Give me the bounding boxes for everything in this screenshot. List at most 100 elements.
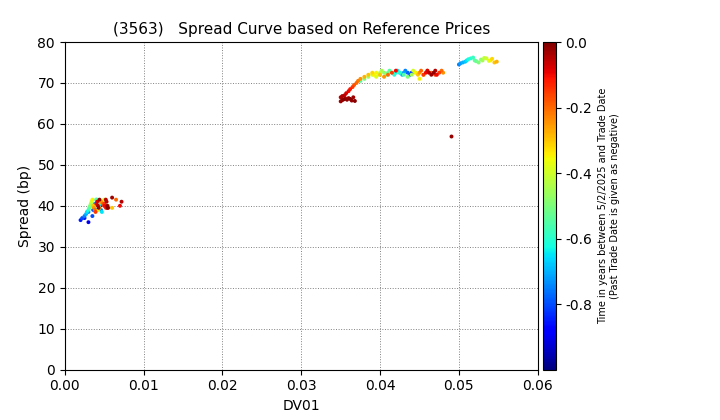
Point xyxy=(94,196,105,203)
Point xyxy=(370,74,382,80)
Point xyxy=(400,67,411,74)
Point xyxy=(359,74,370,80)
Point xyxy=(102,205,113,211)
Point xyxy=(412,71,423,78)
Point xyxy=(426,71,437,78)
Point xyxy=(336,97,348,103)
Point xyxy=(485,57,496,64)
Point xyxy=(394,69,405,76)
Point xyxy=(348,94,359,101)
Point xyxy=(428,69,439,76)
Point xyxy=(91,196,102,203)
Point xyxy=(491,58,503,65)
Point xyxy=(101,198,112,205)
Point xyxy=(392,67,403,74)
Point xyxy=(382,69,394,76)
Point xyxy=(75,217,86,223)
Point xyxy=(431,71,443,78)
Point xyxy=(467,54,479,61)
Point xyxy=(95,207,107,213)
Point xyxy=(347,84,359,90)
Y-axis label: Time in years between 5/2/2025 and Trade Date
(Past Trade Date is given as negat: Time in years between 5/2/2025 and Trade… xyxy=(598,88,620,324)
Point xyxy=(406,71,418,78)
Point xyxy=(430,71,441,78)
Point xyxy=(414,76,426,82)
Point xyxy=(373,71,384,78)
Point xyxy=(422,67,433,74)
Point xyxy=(368,71,379,78)
Point xyxy=(100,196,112,203)
Point xyxy=(438,69,449,76)
Point xyxy=(477,57,488,64)
Point xyxy=(91,207,102,213)
Point xyxy=(107,205,118,211)
Point xyxy=(486,55,498,62)
Point xyxy=(426,69,437,76)
Point xyxy=(418,71,429,78)
Point xyxy=(453,61,464,68)
Point xyxy=(81,209,93,215)
Point xyxy=(378,69,390,76)
Point xyxy=(389,71,400,78)
Point xyxy=(418,71,429,78)
Point xyxy=(430,67,441,74)
Point xyxy=(481,55,492,62)
Point xyxy=(420,69,431,76)
Point xyxy=(116,198,127,205)
Point xyxy=(83,209,94,215)
Point xyxy=(94,202,106,209)
Point xyxy=(378,74,390,80)
Point xyxy=(338,96,350,102)
Point xyxy=(339,92,351,99)
Point xyxy=(335,94,346,101)
Point xyxy=(483,58,495,64)
Point xyxy=(459,58,471,65)
Point xyxy=(92,202,104,209)
Point xyxy=(406,69,418,76)
Point xyxy=(92,207,104,213)
Point xyxy=(374,71,386,78)
Point xyxy=(362,71,374,78)
Point xyxy=(99,198,110,205)
Point xyxy=(91,200,102,207)
Point xyxy=(415,67,427,74)
Point xyxy=(402,74,413,80)
Point xyxy=(436,67,447,74)
Point xyxy=(95,198,107,205)
Point xyxy=(405,71,416,78)
Point xyxy=(97,198,109,205)
Point xyxy=(423,69,435,76)
Point xyxy=(433,69,445,76)
Point xyxy=(78,213,90,219)
Point xyxy=(384,67,395,74)
Point xyxy=(102,202,113,209)
Point xyxy=(465,55,477,62)
Point xyxy=(90,209,102,215)
Point xyxy=(100,205,112,211)
Point xyxy=(95,198,107,205)
Point xyxy=(376,67,387,74)
Point xyxy=(355,76,366,82)
Point xyxy=(410,69,421,76)
Point xyxy=(87,202,99,209)
Point xyxy=(86,196,98,203)
Point xyxy=(390,69,402,76)
Point xyxy=(83,207,94,213)
Point xyxy=(359,76,370,82)
Point xyxy=(341,96,353,103)
Point xyxy=(110,196,122,203)
Point xyxy=(89,200,101,207)
Point xyxy=(89,202,101,209)
Point xyxy=(422,67,433,74)
Point xyxy=(344,96,356,102)
Point xyxy=(99,200,110,207)
Point xyxy=(362,74,374,80)
Point xyxy=(94,205,105,211)
Point xyxy=(76,215,88,221)
Point xyxy=(99,202,110,209)
Point xyxy=(102,202,114,209)
Y-axis label: Spread (bp): Spread (bp) xyxy=(18,165,32,247)
Point xyxy=(381,71,392,78)
Point xyxy=(374,69,386,76)
Point xyxy=(97,200,109,207)
